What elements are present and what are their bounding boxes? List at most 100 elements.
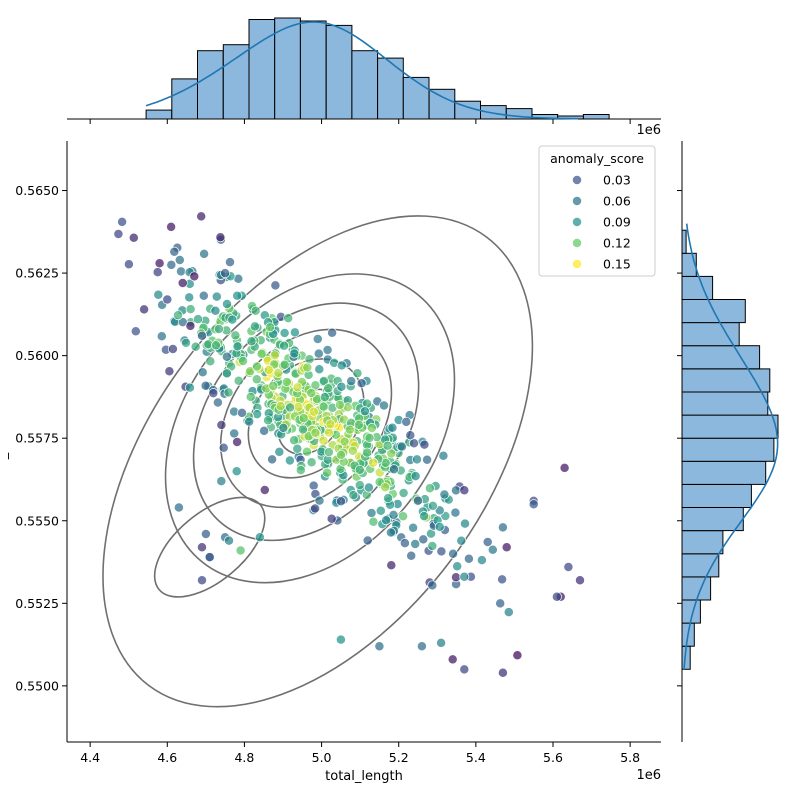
scatter-point (559, 462, 570, 473)
scatter-point (193, 314, 203, 325)
scatter-point (382, 440, 393, 451)
scatter-point (231, 466, 242, 477)
scatter-point (401, 416, 412, 427)
scatter-point (459, 664, 470, 675)
scatter-point (398, 488, 409, 498)
scatter-point (275, 401, 286, 412)
scatter-point (279, 340, 290, 351)
scatter-point (380, 482, 391, 493)
scatter-point (366, 423, 377, 433)
x-hist-bar (145, 109, 173, 120)
scatter-point (336, 449, 347, 460)
scatter-point (448, 548, 459, 559)
scatter-point (318, 376, 329, 386)
x-hist-bar (351, 50, 379, 120)
scatter-point (197, 367, 208, 378)
scatter-point (308, 480, 319, 491)
scatter-point (306, 388, 317, 398)
y-tick-label: 0.5525 (15, 596, 59, 611)
y-hist-bar (681, 229, 687, 254)
scatter-point (495, 598, 506, 609)
scatter-point (251, 361, 262, 372)
scatter-point (422, 454, 433, 465)
scatter-point (279, 328, 290, 338)
scatter-point (216, 476, 227, 487)
scatter-point (223, 387, 234, 398)
x-hist-bar (377, 57, 404, 120)
scatter-point (166, 259, 177, 270)
scatter-point (164, 366, 175, 377)
scatter-point (185, 320, 196, 331)
kde-contours (102, 215, 534, 708)
scatter-point (410, 471, 421, 482)
scatter-point (220, 268, 231, 279)
scatter-point (459, 485, 470, 496)
scatter-point (418, 534, 429, 545)
kde-contour-line (153, 496, 266, 598)
x-hist-bar (274, 17, 301, 120)
scatter-point (156, 331, 167, 342)
scatter-point (196, 211, 207, 222)
x-hist-bar (325, 24, 353, 120)
scatter-point (153, 289, 164, 300)
x-hist-bar (428, 88, 456, 120)
scatter-point (450, 507, 461, 518)
scatter-point (310, 503, 321, 514)
scatter-point (221, 368, 232, 379)
scatter-point (152, 267, 163, 278)
scatter-point (167, 344, 178, 354)
legend: anomaly_score 0.03 0.06 0.09 0.12 0.15 (538, 145, 656, 277)
scatter-point (273, 367, 284, 378)
y-hist-bar (681, 483, 752, 508)
scatter-point (123, 259, 134, 270)
x-offset-text: 1e6 (636, 768, 661, 783)
scatter-point (336, 360, 347, 371)
y-tick-label: 0.5650 (15, 183, 59, 198)
y-tick-label: 0.5575 (15, 431, 59, 446)
scatter-point (324, 427, 334, 438)
x-hist-bar (222, 44, 250, 120)
scatter-point (176, 266, 186, 277)
scatter-point (184, 292, 195, 303)
scatter-point (312, 334, 323, 344)
scatter-point (424, 483, 435, 494)
scatter-point (227, 314, 238, 325)
scatter-point (352, 368, 363, 379)
scatter-point (381, 515, 392, 526)
scatter-point (386, 560, 397, 571)
scatter-point (210, 305, 221, 316)
scatter-point (419, 511, 430, 522)
scatter-point (326, 513, 337, 524)
scatter-point (434, 505, 445, 516)
scatter-point (292, 443, 303, 454)
scatter-point (185, 304, 196, 315)
scatter-point (197, 575, 207, 586)
scatter-point (348, 490, 359, 501)
scatter-point (173, 502, 184, 513)
scatter-point (211, 291, 222, 302)
scatter-point (364, 432, 375, 443)
scatter-point (251, 374, 262, 385)
scatter-point (213, 324, 224, 334)
scatter-point (268, 381, 279, 391)
scatter-point (447, 654, 458, 665)
scatter-point (197, 330, 207, 341)
legend-entry-label: 0.09 (603, 215, 631, 230)
scatter-point (310, 427, 321, 438)
scatter-point (128, 232, 139, 243)
scatter-point (289, 327, 300, 338)
scatter-point (189, 271, 200, 282)
scatter-points (113, 211, 585, 678)
x-hist-bar (402, 76, 430, 120)
scatter-point (476, 555, 487, 566)
scatter-point (211, 340, 221, 351)
scatter-point (405, 430, 416, 441)
scatter-point (222, 299, 232, 309)
scatter-point (366, 508, 377, 518)
scatter-point (259, 485, 270, 495)
scatter-point (388, 509, 399, 520)
scatter-point (327, 327, 338, 338)
legend-marker (572, 259, 582, 269)
scatter-point (451, 485, 461, 496)
scatter-point (215, 232, 226, 243)
